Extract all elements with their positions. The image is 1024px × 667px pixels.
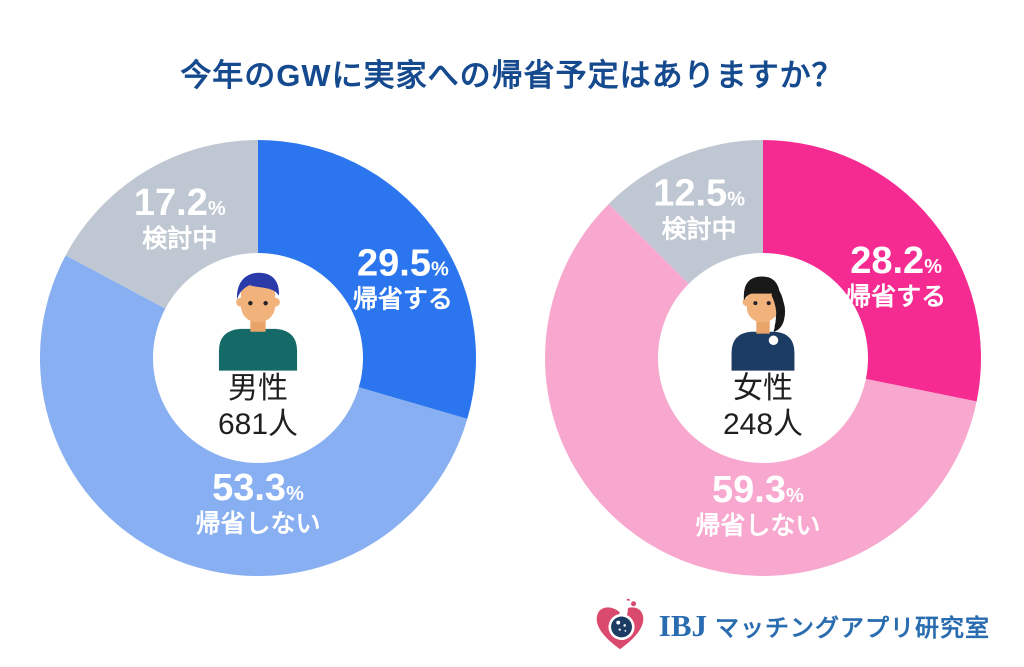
male-donut-chart: 29.5% 帰省する 53.3% 帰省しない 17.2% 検討中 男性 681人 bbox=[40, 140, 476, 576]
slice-percent-label: 53.3% bbox=[212, 467, 304, 509]
page-title: 今年のGWに実家への帰省予定はありますか？ bbox=[180, 58, 844, 93]
slice-percent-label: 29.5% bbox=[357, 243, 449, 285]
slice-name-label: 帰省しない bbox=[695, 512, 820, 540]
slice-name-label: 検討中 bbox=[142, 224, 217, 253]
brand-suffix: マッチングアプリ研究室 bbox=[715, 615, 990, 642]
female-donut-svg: 28.2%帰省する 59.3%帰省しない 12.5%検討中 bbox=[545, 140, 981, 576]
slice-percent-label: 28.2% bbox=[850, 240, 942, 282]
slice-percent-label: 17.2% bbox=[134, 182, 226, 224]
female-donut-chart: 28.2% 帰省する 59.3% 帰省しない 12.5% 検討中 bbox=[545, 140, 981, 576]
donut-hole bbox=[153, 253, 363, 463]
slice-name-label: 検討中 bbox=[662, 214, 737, 243]
male-donut-svg: 29.5%帰省する 53.3%帰省しない 17.2%検討中 bbox=[40, 140, 476, 576]
brand-name: IBJ bbox=[658, 608, 707, 643]
slice-name-label: 帰省しない bbox=[195, 510, 320, 538]
donut-hole bbox=[658, 253, 868, 463]
slice-percent-label: 12.5% bbox=[653, 172, 745, 214]
heart-flask-icon bbox=[591, 597, 649, 655]
brand-footer: IBJ マッチングアプリ研究室 bbox=[591, 597, 990, 655]
brand-text: IBJ マッチングアプリ研究室 bbox=[659, 608, 990, 644]
slice-name-label: 帰省する bbox=[846, 283, 946, 311]
slice-name-label: 帰省する bbox=[353, 286, 453, 314]
slice-percent-label: 59.3% bbox=[712, 469, 804, 511]
